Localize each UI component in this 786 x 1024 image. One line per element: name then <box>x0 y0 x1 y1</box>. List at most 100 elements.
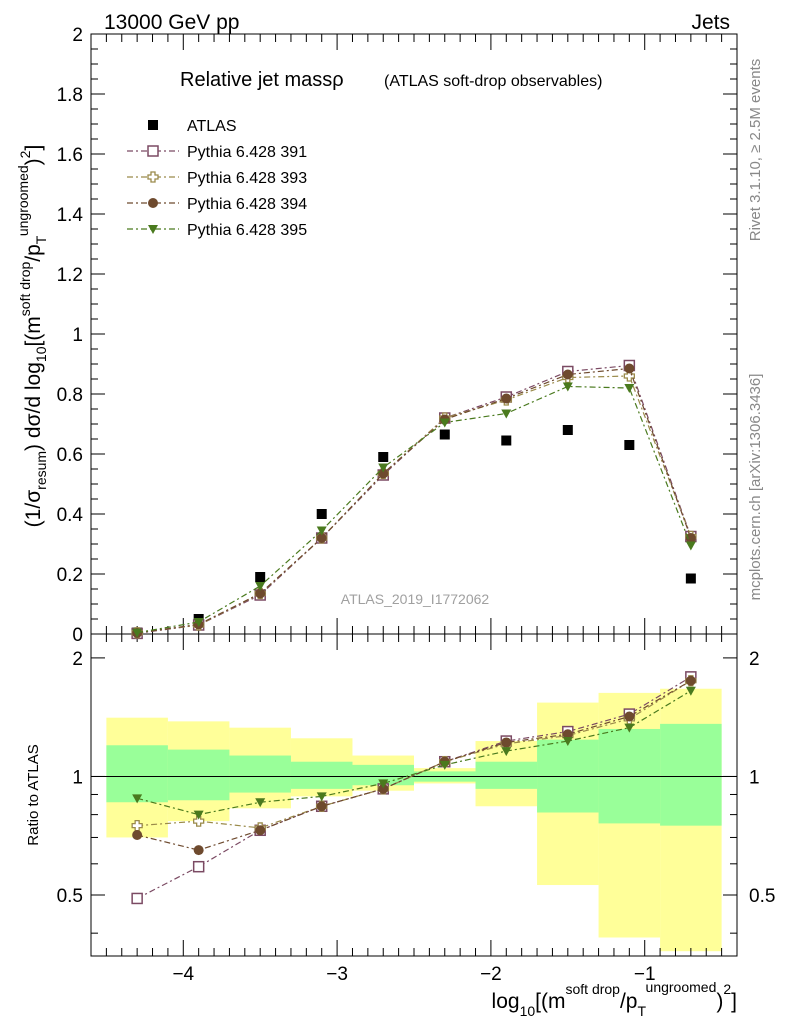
main-y-tick-label: 1 <box>72 325 83 346</box>
main-point-pythia-6-428-395 <box>255 582 266 591</box>
analysis-id: ATLAS_2019_I1772062 <box>341 591 490 607</box>
ratio-y-axis-label: Ratio to ATLAS <box>25 744 42 845</box>
main-line-pythia-6-428-393 <box>137 375 692 634</box>
main-y-tick-label: 0.8 <box>57 385 83 406</box>
ratio-point-pythia-6-428-395 <box>624 723 635 733</box>
main-line-pythia-6-428-395 <box>137 385 692 634</box>
ratio-band-inner-bin <box>290 761 353 789</box>
chart-title: Relative jet massρ <box>180 69 344 91</box>
main-point-atlas <box>378 452 389 462</box>
ratio-band-inner-bin <box>106 745 168 803</box>
ratio-band-inner-bin <box>660 723 722 826</box>
x-tick-label: −1 <box>634 964 656 985</box>
ratio-point-pythia-6-428-391 <box>192 860 205 873</box>
x-tick-label: −4 <box>172 964 194 985</box>
main-point-pythia-6-428-395 <box>501 409 512 419</box>
main-point-pythia-6-428-395 <box>132 628 143 638</box>
mcplots-label: mcplots.cern.ch [arXiv:1306.3436] <box>747 374 764 601</box>
main-y-tick-label: 1.2 <box>57 265 83 286</box>
ratio-point-pythia-6-428-394 <box>624 711 635 722</box>
ratio-line-pythia-6-428-393 <box>137 680 692 829</box>
ratio-band-inner-bin <box>352 764 414 786</box>
main-point-pythia-6-428-395 <box>439 418 450 428</box>
main-y-tick-label: 0.6 <box>57 445 83 466</box>
ratio-point-pythia-6-428-395 <box>193 810 204 820</box>
ratio-band-inner-bin <box>475 761 538 789</box>
ratio-point-pythia-6-428-395 <box>501 747 512 757</box>
ratio-point-pythia-6-428-394 <box>255 825 266 836</box>
ratio-point-pythia-6-428-395 <box>439 760 450 770</box>
legend-marker-pythia-6-428-394 <box>148 198 158 208</box>
main-point-pythia-6-428-394 <box>378 468 389 479</box>
rivet-version-label: Rivet 3.1.10, ≥ 2.5M events <box>747 59 764 242</box>
main-point-pythia-6-428-395 <box>624 384 635 393</box>
ratio-point-pythia-6-428-394 <box>562 729 573 740</box>
header-left-label: 13000 GeV pp <box>104 11 239 34</box>
legend-label-pythia-6-428-391: Pythia 6.428 391 <box>187 144 307 161</box>
ratio-series-layer <box>131 671 697 905</box>
ratio-y-tick-label-right: 1 <box>749 767 760 788</box>
main-point-atlas <box>562 425 573 435</box>
ratio-point-pythia-6-428-395 <box>562 737 573 747</box>
main-point-pythia-6-428-395 <box>378 463 389 473</box>
legend-label-pythia-6-428-394: Pythia 6.428 394 <box>187 196 307 213</box>
main-point-pythia-6-428-394 <box>316 533 327 543</box>
main-y-tick-label: 1.4 <box>57 205 84 226</box>
main-point-atlas <box>624 440 635 450</box>
ratio-line-pythia-6-428-391 <box>136 676 692 899</box>
x-tick-label: −3 <box>326 964 348 985</box>
legend-marker-pythia-6-428-391 <box>147 145 159 157</box>
main-point-pythia-6-428-394 <box>255 588 266 599</box>
ratio-y-tick-label: 1 <box>72 767 83 788</box>
main-point-atlas <box>501 435 512 446</box>
main-point-atlas <box>255 572 266 582</box>
main-y-tick-label: 0.4 <box>57 505 84 526</box>
ratio-uncertainty-bands <box>106 688 722 952</box>
main-point-atlas <box>439 429 450 440</box>
x-axis-label: log10[(msoft drop/pTungroomed)2] <box>492 979 737 1019</box>
ratio-point-pythia-6-428-394 <box>316 801 327 812</box>
main-point-pythia-6-428-394 <box>685 533 696 543</box>
ratio-band-inner-bin <box>167 749 230 801</box>
ratio-point-pythia-6-428-394 <box>378 783 389 794</box>
main-y-tick-label: 1.6 <box>57 145 83 166</box>
main-series-layer <box>131 359 697 640</box>
main-y-tick-label: 2 <box>72 25 83 46</box>
ratio-point-pythia-6-428-394 <box>501 737 512 748</box>
ratio-point-pythia-6-428-395 <box>132 794 143 804</box>
ratio-point-pythia-6-428-395 <box>316 792 327 802</box>
main-y-tick-label: 1.8 <box>57 85 83 106</box>
legend-label-atlas: ATLAS <box>187 118 237 135</box>
ratio-line-pythia-6-428-395 <box>136 690 692 816</box>
main-point-pythia-6-428-395 <box>562 382 573 392</box>
axes: 0 0.2 0.4 0.6 0.8 1 1.2 1.4 1.6 1.8 2 −4 −3 −2 −1 0.5 0.… <box>57 25 776 985</box>
main-point-atlas <box>685 573 696 584</box>
main-y-axis-label: (1/σresum) dσ/d log10[(msoft drop/pTungr… <box>15 145 49 528</box>
legend-label-pythia-6-428-395: Pythia 6.428 395 <box>187 222 307 239</box>
ratio-point-pythia-6-428-395 <box>255 798 266 808</box>
ratio-y-tick-label-right: 0.5 <box>749 886 775 907</box>
legend-marker-pythia-6-428-393 <box>147 171 159 183</box>
legend-marker-atlas <box>148 120 158 130</box>
main-line-pythia-6-428-394 <box>137 367 692 634</box>
main-point-pythia-6-428-394 <box>501 393 512 404</box>
legend-marker-pythia-6-428-395 <box>148 225 158 234</box>
main-y-tick-label: 0 <box>72 625 83 646</box>
main-point-pythia-6-428-394 <box>624 363 635 374</box>
ratio-point-pythia-6-428-394 <box>193 845 204 856</box>
ratio-y-tick-label: 2 <box>72 649 83 670</box>
ratio-y-tick-label: 0.5 <box>57 886 83 907</box>
main-point-atlas <box>316 509 327 519</box>
ratio-point-pythia-6-428-394 <box>685 675 696 686</box>
ratio-point-pythia-6-428-391 <box>131 892 143 905</box>
main-point-pythia-6-428-394 <box>562 369 573 380</box>
header-right-label: Jets <box>691 11 730 34</box>
chart-subtitle: (ATLAS soft-drop observables) <box>384 73 602 90</box>
ratio-point-pythia-6-428-395 <box>685 686 696 696</box>
ratio-point-pythia-6-428-393 <box>193 815 205 827</box>
ratio-y-tick-label-right: 2 <box>749 649 760 670</box>
legend-label-pythia-6-428-393: Pythia 6.428 393 <box>187 170 307 187</box>
x-tick-label: −2 <box>480 964 502 985</box>
main-point-pythia-6-428-395 <box>316 526 327 536</box>
